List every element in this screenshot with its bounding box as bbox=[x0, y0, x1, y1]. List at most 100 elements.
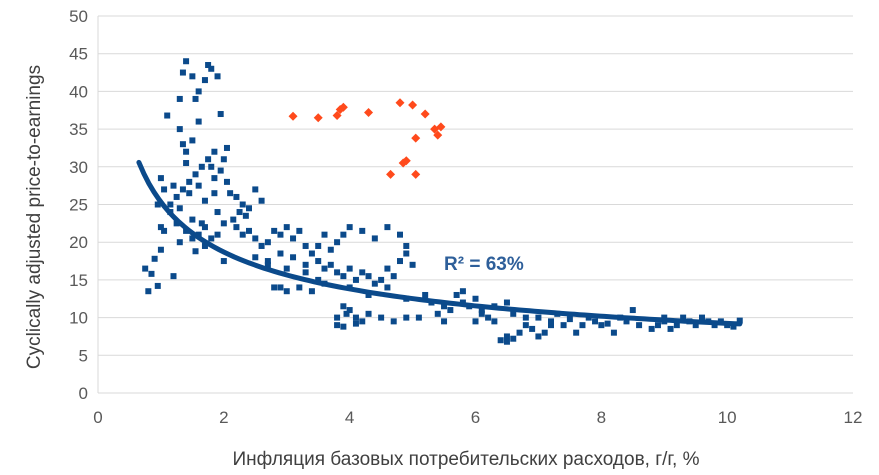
data-point-historical bbox=[198, 220, 205, 227]
data-point-historical bbox=[334, 314, 341, 321]
data-point-historical bbox=[195, 88, 202, 95]
x-axis-title: Инфляция базовых потребительских расходо… bbox=[232, 449, 699, 470]
data-point-historical bbox=[610, 329, 617, 336]
data-point-historical bbox=[403, 314, 410, 321]
data-point-historical bbox=[148, 270, 155, 277]
data-point-historical bbox=[205, 156, 212, 163]
data-point-historical bbox=[680, 314, 687, 321]
data-point-historical bbox=[233, 193, 240, 200]
data-point-historical bbox=[403, 250, 410, 257]
data-point-historical bbox=[327, 246, 334, 253]
data-point-historical bbox=[208, 235, 215, 242]
data-point-historical bbox=[277, 284, 284, 291]
data-point-historical bbox=[308, 250, 315, 257]
data-point-recent bbox=[338, 102, 348, 112]
data-point-historical bbox=[164, 112, 171, 119]
data-point-historical bbox=[434, 310, 441, 317]
data-point-historical bbox=[201, 224, 208, 231]
data-point-historical bbox=[271, 227, 278, 234]
data-point-historical bbox=[176, 95, 183, 102]
data-point-historical bbox=[201, 242, 208, 249]
data-point-historical bbox=[214, 73, 221, 80]
y-tick-label: 0 bbox=[79, 384, 88, 403]
data-point-historical bbox=[192, 171, 199, 178]
data-point-historical bbox=[560, 322, 567, 329]
data-point-historical bbox=[441, 303, 448, 310]
data-point-historical bbox=[264, 261, 271, 268]
data-point-recent bbox=[364, 108, 374, 118]
y-tick-label: 15 bbox=[69, 271, 88, 290]
data-point-historical bbox=[503, 333, 510, 340]
data-point-historical bbox=[699, 314, 705, 321]
data-point-historical bbox=[189, 73, 196, 80]
data-point-historical bbox=[384, 284, 391, 291]
y-tick-label: 45 bbox=[69, 45, 88, 64]
data-point-historical bbox=[648, 325, 655, 332]
data-point-recent bbox=[436, 122, 446, 132]
data-point-historical bbox=[579, 322, 586, 329]
data-point-historical bbox=[397, 231, 403, 238]
x-tick-label: 0 bbox=[93, 408, 102, 427]
data-point-historical bbox=[227, 190, 234, 197]
y-tick-label: 35 bbox=[69, 120, 88, 139]
data-point-historical bbox=[198, 163, 205, 170]
data-point-historical bbox=[192, 248, 199, 255]
data-point-historical bbox=[673, 322, 680, 329]
data-point-historical bbox=[176, 205, 183, 212]
data-point-historical bbox=[654, 322, 661, 329]
data-point-recent bbox=[411, 169, 421, 179]
data-point-historical bbox=[302, 269, 309, 276]
data-point-historical bbox=[179, 141, 186, 148]
data-point-historical bbox=[296, 284, 303, 291]
data-point-historical bbox=[522, 322, 529, 329]
data-point-historical bbox=[157, 175, 164, 182]
data-point-historical bbox=[730, 323, 737, 330]
data-point-historical bbox=[271, 284, 278, 291]
data-point-historical bbox=[220, 220, 227, 227]
data-point-historical bbox=[145, 288, 152, 295]
data-point-historical bbox=[242, 212, 249, 219]
data-point-historical bbox=[573, 329, 580, 336]
x-tick-label: 12 bbox=[844, 408, 863, 427]
data-point-historical bbox=[346, 224, 353, 231]
y-tick-label: 40 bbox=[69, 82, 88, 101]
data-point-historical bbox=[371, 280, 378, 287]
data-point-historical bbox=[397, 258, 403, 265]
data-point-historical bbox=[264, 258, 271, 265]
data-point-historical bbox=[315, 242, 322, 249]
data-point-historical bbox=[566, 316, 573, 323]
data-point-historical bbox=[359, 318, 366, 325]
data-point-historical bbox=[478, 307, 485, 314]
data-point-historical bbox=[233, 224, 240, 231]
data-point-historical bbox=[623, 318, 630, 325]
axes bbox=[97, 16, 853, 394]
grid-lines bbox=[98, 15, 853, 356]
tick-labels: 0 5 10 15 20 25 30 35 40 45 50 0 2 4 6 8 10 12 bbox=[69, 7, 862, 427]
data-point-recent bbox=[395, 98, 405, 108]
data-point-historical bbox=[154, 201, 161, 208]
data-point-historical bbox=[189, 235, 196, 242]
data-point-historical bbox=[510, 310, 517, 317]
data-point-historical bbox=[308, 288, 315, 295]
data-point-historical bbox=[472, 318, 479, 325]
data-point-historical bbox=[183, 148, 190, 155]
y-tick-label: 5 bbox=[79, 346, 88, 365]
data-point-historical bbox=[246, 227, 252, 234]
y-tick-label: 30 bbox=[69, 158, 88, 177]
data-point-historical bbox=[170, 273, 177, 280]
data-point-historical bbox=[205, 62, 212, 69]
data-point-historical bbox=[302, 242, 309, 249]
data-point-historical bbox=[277, 250, 284, 257]
data-point-historical bbox=[211, 190, 218, 197]
data-point-historical bbox=[230, 216, 237, 223]
data-point-historical bbox=[217, 111, 224, 118]
data-point-historical bbox=[736, 317, 743, 324]
data-point-historical bbox=[359, 269, 366, 276]
data-point-historical bbox=[384, 224, 391, 231]
data-point-historical bbox=[365, 273, 372, 280]
data-point-historical bbox=[541, 329, 548, 336]
data-point-historical bbox=[236, 209, 243, 216]
x-tick-label: 2 bbox=[219, 408, 228, 427]
data-point-historical bbox=[239, 201, 246, 208]
